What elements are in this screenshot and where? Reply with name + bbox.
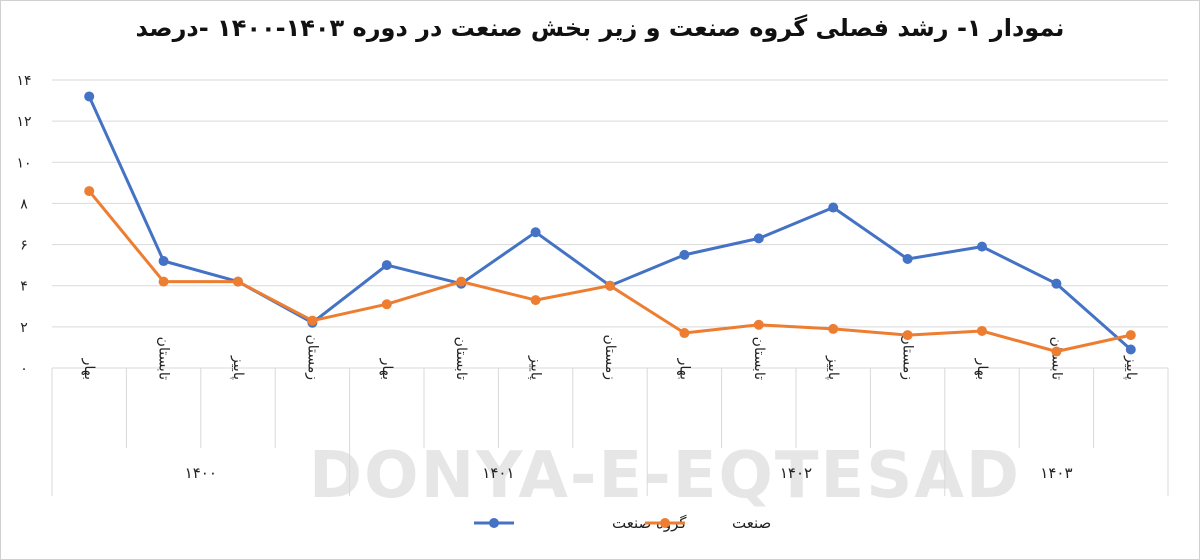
data-point[interactable] <box>753 233 764 244</box>
data-point[interactable] <box>530 227 541 238</box>
data-point[interactable] <box>381 260 392 271</box>
x-category-label: تابستان <box>751 337 767 380</box>
legend-label-industry: صنعت <box>732 514 771 532</box>
group-label: ۱۴۰۱ <box>482 464 514 482</box>
data-point[interactable] <box>307 315 318 326</box>
x-category-label: تابستان <box>453 337 469 380</box>
data-point[interactable] <box>977 325 987 336</box>
data-point[interactable] <box>828 323 839 334</box>
chart-title: نمودار ۱- رشد فصلی گروه صنعت و زیر بخش ص… <box>136 14 1065 42</box>
x-category-label: بهار <box>974 358 990 380</box>
x-category-label: زمستان <box>602 334 618 380</box>
x-category-label: زمستان <box>900 334 916 380</box>
x-category-label: تابستان <box>1048 337 1064 380</box>
y-tick-label: ۲ <box>20 320 28 336</box>
data-point[interactable] <box>679 249 690 260</box>
data-point[interactable] <box>233 276 243 287</box>
group-label: ۱۴۰۲ <box>780 464 812 482</box>
group-label: ۱۴۰۰ <box>185 464 217 482</box>
data-point[interactable] <box>84 91 95 102</box>
y-tick-label: ۶ <box>20 238 28 254</box>
legend-dot-industry <box>660 518 670 528</box>
watermark: DONYA-E-EQTESAD <box>309 439 1021 513</box>
data-point[interactable] <box>530 295 541 306</box>
data-point[interactable] <box>679 328 690 339</box>
data-point[interactable] <box>753 319 764 330</box>
data-point[interactable] <box>456 276 467 287</box>
data-point[interactable] <box>381 299 392 310</box>
y-axis-ticks: ۰ ۲ ۴ ۶ ۸ ۱۰ ۱۲ ۱۴ <box>16 73 31 377</box>
y-tick-label: ۸ <box>20 196 28 212</box>
data-point[interactable] <box>605 280 615 291</box>
x-category-label: پاییز <box>528 355 544 380</box>
group-label: ۱۴۰۳ <box>1040 464 1072 482</box>
data-point[interactable] <box>1051 346 1062 357</box>
data-point[interactable] <box>1051 278 1062 289</box>
data-point[interactable] <box>158 276 169 287</box>
x-category-label: بهار <box>379 358 395 380</box>
data-point[interactable] <box>84 186 95 197</box>
y-tick-label: ۰ <box>20 361 28 377</box>
x-category-label: پاییز <box>230 355 246 380</box>
x-axis: ۱۴۰۰ ۱۴۰۱ ۱۴۰۲ ۱۴۰۳ بهار تابستان پاییز زمستان به… <box>51 334 1169 496</box>
y-tick-label: ۴ <box>20 279 28 295</box>
legend-item-industry[interactable]: صنعت <box>645 514 771 532</box>
x-category-label: بهار <box>81 358 97 380</box>
y-tick-label: ۱۴ <box>16 73 31 89</box>
x-category-label: زمستان <box>304 334 320 380</box>
x-category-label: پاییز <box>1123 355 1139 380</box>
y-tick-label: ۱۲ <box>16 114 31 130</box>
x-category-label: پاییز <box>825 355 841 380</box>
data-point[interactable] <box>1125 330 1136 341</box>
data-point[interactable] <box>902 330 913 341</box>
data-point[interactable] <box>828 202 839 213</box>
data-point[interactable] <box>902 253 913 264</box>
data-point[interactable] <box>158 256 169 267</box>
x-category-label: بهار <box>676 358 692 380</box>
legend-dot-industry-group <box>489 518 499 528</box>
legend: گروه صنعت صنعت <box>474 514 771 532</box>
data-point[interactable] <box>1125 344 1136 355</box>
x-category-label: تابستان <box>156 337 172 380</box>
data-point[interactable] <box>977 241 987 252</box>
y-tick-label: ۱۰ <box>16 155 31 171</box>
series-layer <box>84 91 1136 357</box>
